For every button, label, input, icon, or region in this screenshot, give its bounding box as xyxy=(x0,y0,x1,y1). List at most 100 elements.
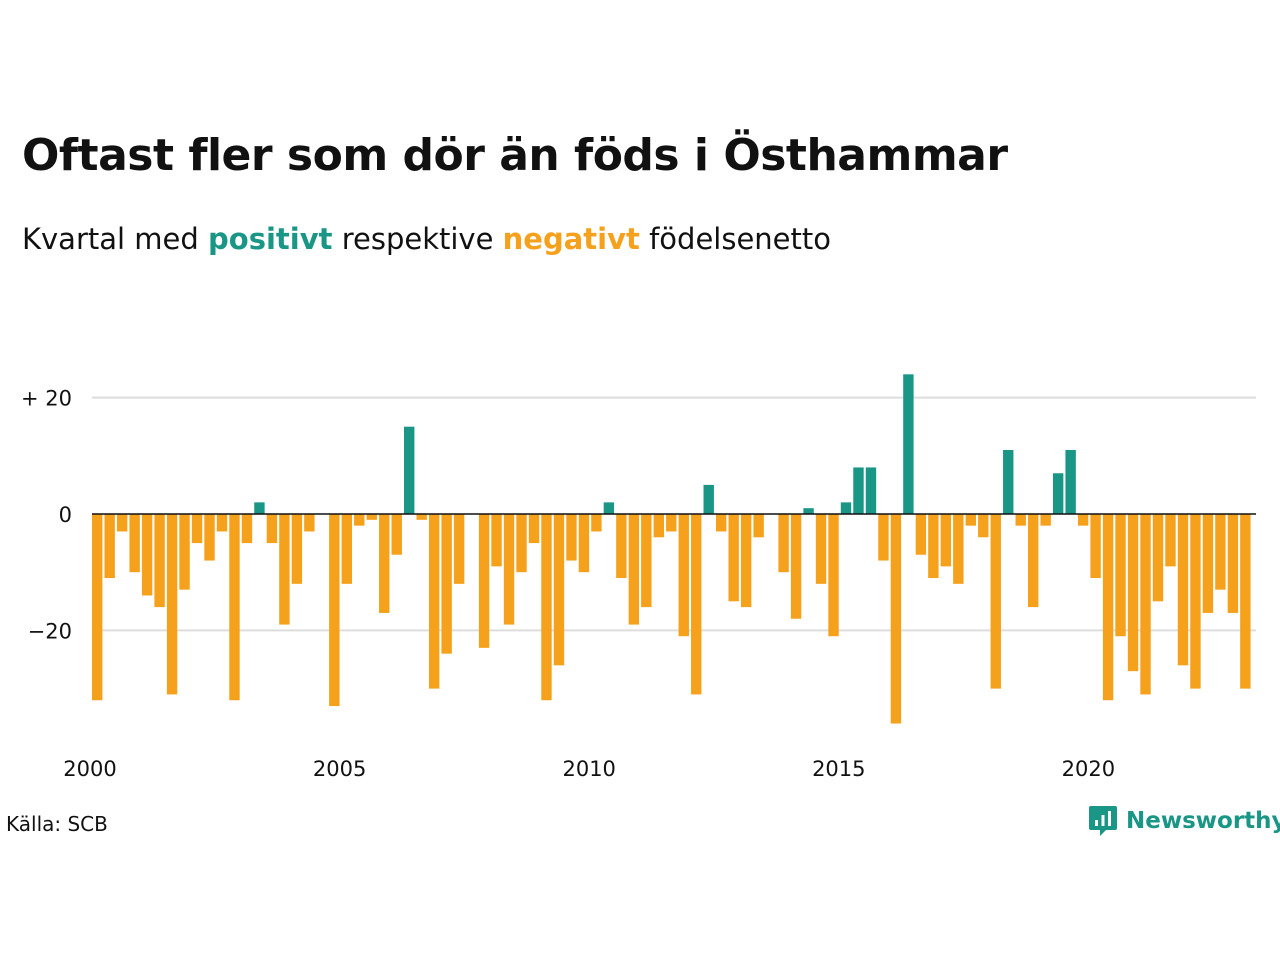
bar xyxy=(379,514,390,613)
bar xyxy=(691,514,702,695)
bar xyxy=(1077,514,1089,526)
bar xyxy=(603,502,615,514)
bar xyxy=(790,514,802,619)
bar xyxy=(778,514,789,573)
bar xyxy=(915,514,927,555)
newsworthy-logo-icon xyxy=(1089,806,1117,836)
bar xyxy=(953,514,964,584)
bar xyxy=(703,484,714,514)
x-tick-label: 2005 xyxy=(313,757,366,781)
bar xyxy=(104,514,115,579)
bar xyxy=(441,514,452,654)
bar xyxy=(553,514,565,666)
bar xyxy=(1102,514,1114,701)
bar xyxy=(616,514,627,579)
bar xyxy=(1040,514,1051,526)
x-tick-label: 2000 xyxy=(63,757,116,781)
bar xyxy=(591,514,602,532)
bar xyxy=(1227,514,1239,613)
subtitle-middle: respektive xyxy=(341,222,494,256)
bar xyxy=(291,514,303,584)
y-tick-label: + 20 xyxy=(21,387,72,411)
bar xyxy=(491,514,502,567)
bar xyxy=(740,514,752,608)
bar xyxy=(1177,514,1189,666)
bar xyxy=(1065,449,1076,514)
bar xyxy=(1090,514,1101,579)
bar xyxy=(129,514,140,573)
bar xyxy=(753,514,764,538)
bar xyxy=(903,374,914,514)
bar xyxy=(478,514,490,648)
bar xyxy=(329,514,340,707)
bar xyxy=(1127,514,1139,672)
bar xyxy=(1115,514,1126,637)
chart-subtitle: Kvartal med positivt respektive negativt… xyxy=(22,222,831,256)
bar xyxy=(391,514,402,555)
bar xyxy=(978,514,989,538)
bar xyxy=(1190,514,1201,689)
bar xyxy=(279,514,290,625)
bar xyxy=(865,467,877,514)
bar xyxy=(366,514,377,520)
bar xyxy=(828,514,839,637)
bar xyxy=(216,514,228,532)
bar xyxy=(453,514,465,584)
bar xyxy=(404,426,415,514)
bar xyxy=(166,514,178,695)
bar xyxy=(1052,473,1064,514)
bar xyxy=(541,514,552,701)
bar xyxy=(229,514,240,701)
bar xyxy=(528,514,540,544)
brand-name: Newsworthy xyxy=(1126,808,1280,834)
bar xyxy=(1165,514,1176,567)
bar xyxy=(241,514,253,544)
bar xyxy=(254,502,265,514)
x-tick-label: 2020 xyxy=(1062,757,1115,781)
subtitle-prefix: Kvartal med xyxy=(22,222,199,256)
bar xyxy=(341,514,352,584)
bar xyxy=(204,514,215,561)
bar xyxy=(578,514,590,573)
bar xyxy=(965,514,976,526)
bar xyxy=(628,514,640,625)
bar xyxy=(503,514,515,625)
y-tick-label: 0 xyxy=(59,503,72,527)
subtitle-suffix: födelsenetto xyxy=(649,222,831,256)
bar xyxy=(566,514,577,561)
bar xyxy=(1202,514,1214,613)
bar xyxy=(716,514,727,532)
bar xyxy=(890,514,902,724)
bar xyxy=(678,514,689,637)
bar xyxy=(940,514,952,567)
bar xyxy=(653,514,664,538)
x-tick-label: 2010 xyxy=(562,757,615,781)
subtitle-negative-word: negativt xyxy=(502,222,640,256)
bar xyxy=(1240,514,1251,689)
bar xyxy=(803,508,814,514)
bar xyxy=(840,502,852,514)
bar xyxy=(428,514,440,689)
bar xyxy=(141,514,153,596)
bar xyxy=(1003,449,1014,514)
bar xyxy=(154,514,165,608)
bar xyxy=(990,514,1001,689)
chart-title: Oftast fler som dör än föds i Östhammar xyxy=(22,130,1008,181)
bar xyxy=(266,514,278,544)
brand-logo: Newsworthy xyxy=(1088,804,1280,838)
bar xyxy=(853,467,864,514)
bar xyxy=(666,514,677,532)
bar xyxy=(516,514,527,573)
subtitle-positive-word: positivt xyxy=(208,222,333,256)
x-tick-label: 2015 xyxy=(812,757,865,781)
bar xyxy=(728,514,739,602)
bar xyxy=(1015,514,1026,526)
bar xyxy=(92,514,103,701)
bar xyxy=(304,514,315,532)
bar xyxy=(928,514,939,579)
bar xyxy=(1028,514,1039,608)
bar xyxy=(116,514,128,532)
bar xyxy=(878,514,889,561)
bar xyxy=(1140,514,1151,695)
